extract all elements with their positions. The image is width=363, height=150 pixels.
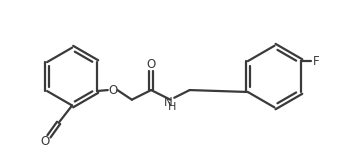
Text: N: N — [164, 96, 173, 109]
Text: F: F — [313, 55, 320, 68]
Text: O: O — [108, 84, 117, 97]
Text: O: O — [147, 58, 156, 70]
Text: O: O — [41, 135, 50, 148]
Text: H: H — [168, 102, 176, 112]
